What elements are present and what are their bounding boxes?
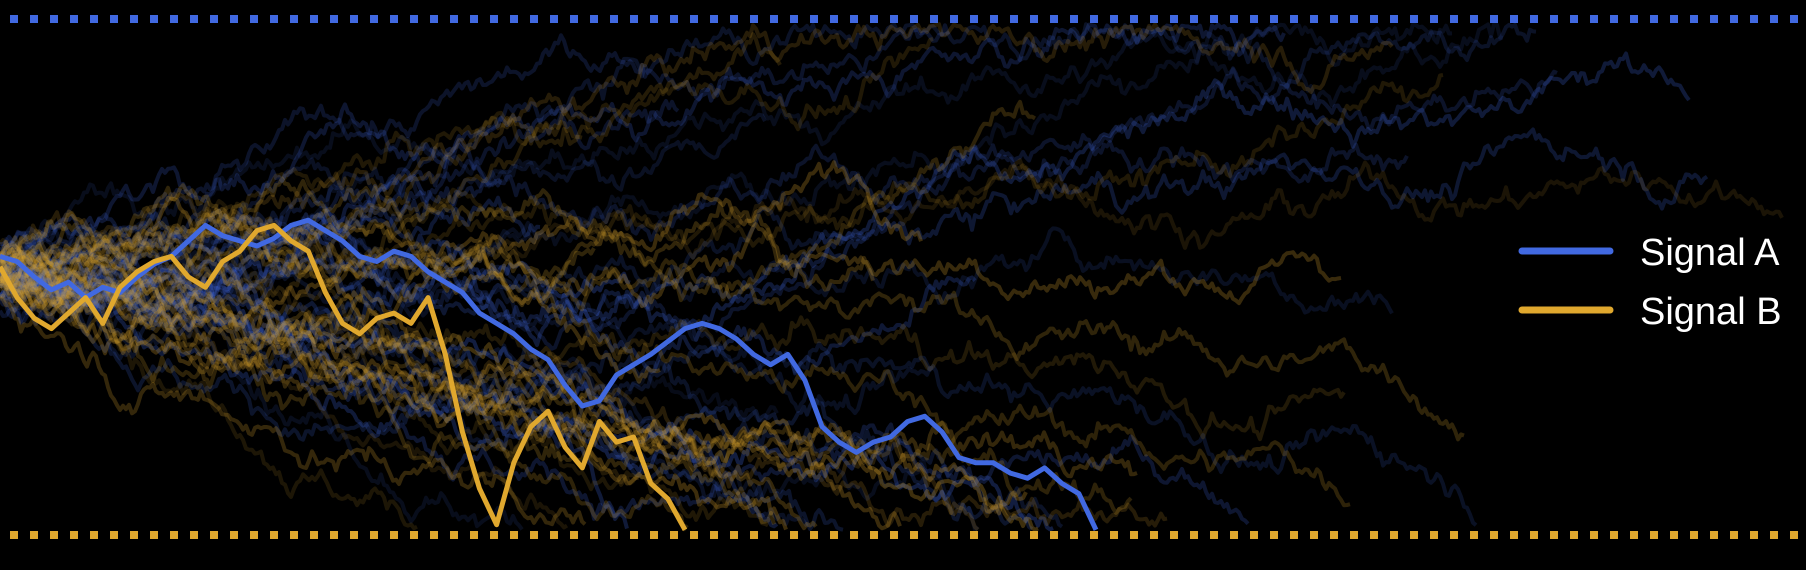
- signal-a-background-path: [0, 195, 541, 300]
- highlighted-paths: [0, 217, 1099, 532]
- signal-a-background-path: [0, 127, 1709, 339]
- signal-a-background-path: [0, 230, 779, 423]
- signal-a-background-path: [0, 22, 1504, 266]
- signal-a-background-path: [0, 249, 1478, 527]
- signal-b-background-path: [0, 286, 689, 532]
- signal-b-background-path: [0, 36, 934, 282]
- signal-a-background-path: [0, 275, 1034, 531]
- signal-b-background-path: [0, 261, 418, 531]
- background-paths: [0, 22, 1784, 532]
- signal-a-background-path: [0, 263, 1054, 532]
- signal-a-background-path: [0, 224, 631, 313]
- signal-b-background-path: [0, 32, 782, 327]
- signal-a-background-path: [0, 256, 629, 530]
- signal-a-background-path: [0, 23, 950, 295]
- signal-a-background-path: [0, 268, 809, 528]
- signal-b-background-path: [0, 295, 587, 527]
- signal-b-background-path: [0, 271, 902, 531]
- signal-a-background-path: [0, 171, 413, 275]
- signal-b-background-path: [0, 183, 596, 303]
- signal-b-background-path: [0, 222, 1342, 344]
- signal-a-background-path: [0, 268, 844, 532]
- signal-b-background-path: [0, 290, 1168, 528]
- signal-a-background-path: [0, 240, 698, 474]
- legend-label-signal-a: Signal A: [1640, 232, 1780, 274]
- signal-a-background-path: [0, 51, 1691, 347]
- signal-a-background-path: [0, 233, 977, 376]
- signal-a-background-path: [0, 112, 767, 280]
- signal-b-background-path: [0, 206, 661, 384]
- signal-a-background-path: [0, 133, 1409, 278]
- legend-label-signal-b: Signal B: [1640, 291, 1782, 333]
- signal-a-background-path: [0, 259, 779, 529]
- signal-a-background-path: [0, 22, 1286, 249]
- signal-a-background-path: [0, 278, 980, 532]
- signal-b-background-path: [0, 256, 1039, 532]
- signal-a-background-path: [0, 226, 1394, 319]
- signal-b-background-path: [0, 263, 788, 531]
- signal-b-background-path: [0, 160, 923, 289]
- signal-b-background-path: [0, 259, 769, 528]
- signal-a-background-path: [0, 263, 1250, 526]
- signal-a-background-path: [0, 22, 1537, 273]
- signal-b-background-path: [0, 267, 980, 532]
- signal-a-background-path: [0, 178, 503, 298]
- legend: Signal A Signal B: [1518, 232, 1782, 333]
- signal-b-background-path: [0, 275, 818, 531]
- signal-b-background-path: [0, 176, 1465, 442]
- signal-b-background-path: [0, 238, 640, 492]
- signal-b-background-path: [0, 120, 583, 311]
- signal-b-background-path: [0, 242, 1346, 442]
- signal-b-background-path: [0, 271, 1138, 479]
- signal-b-line: [0, 222, 688, 532]
- signal-a-background-path: [0, 66, 1558, 351]
- signal-b-background-path: [0, 22, 1394, 264]
- signal-b-background-path: [0, 247, 464, 364]
- signal-b-background-path: [0, 235, 1133, 515]
- signal-b-background-path: [0, 99, 1036, 312]
- signal-a-background-path: [0, 207, 866, 361]
- signal-b-background-path: [0, 243, 656, 455]
- signal-a-line: [0, 217, 1099, 531]
- signal-a-background-path: [0, 274, 524, 531]
- signal-b-background-path: [0, 239, 1028, 516]
- signal-b-background-path: [0, 201, 875, 292]
